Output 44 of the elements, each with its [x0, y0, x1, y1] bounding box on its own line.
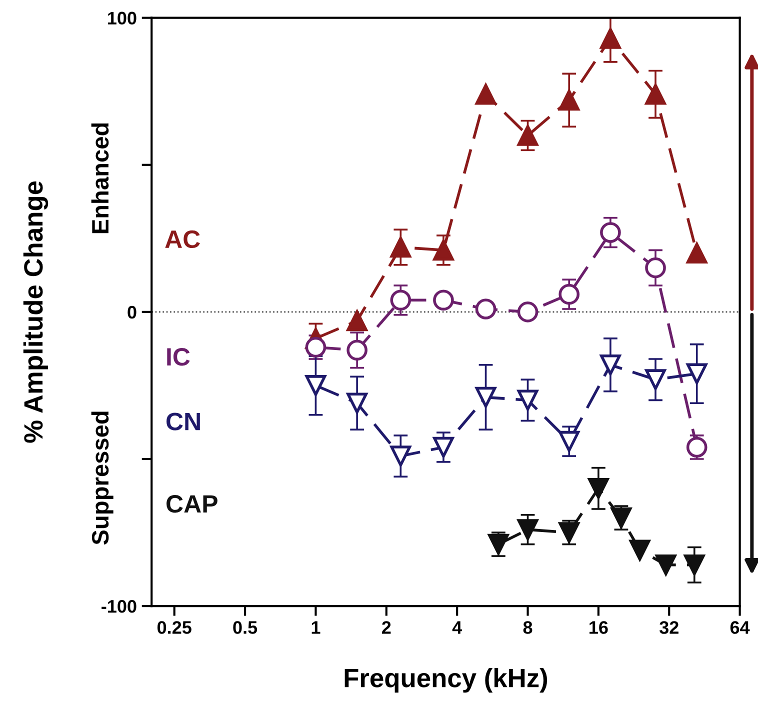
x-tick-label: 2: [382, 621, 391, 634]
text: CAP: [166, 495, 218, 513]
point: [390, 446, 412, 466]
point: [645, 257, 666, 278]
text: IC: [167, 348, 190, 366]
point: [346, 310, 368, 332]
x-tick-label: 32: [660, 621, 678, 634]
point: [475, 84, 496, 105]
point: [686, 363, 708, 384]
point: [390, 290, 412, 311]
x-tick-label: 0.5: [233, 621, 258, 634]
x-tick-label: 1: [312, 621, 320, 634]
point: [390, 236, 412, 258]
point: [517, 125, 538, 146]
text: CN: [166, 412, 200, 430]
point: [517, 390, 538, 411]
point: [433, 290, 454, 311]
text: Enhanced: [91, 123, 109, 234]
point: [475, 386, 496, 408]
point: [686, 242, 708, 264]
point: [645, 369, 666, 390]
point: [558, 90, 580, 111]
y-tick-label: 0: [128, 306, 136, 319]
point: [558, 284, 580, 305]
x-tick-label: 0.25: [158, 621, 192, 634]
x-tick-label: 8: [523, 621, 532, 634]
point: [433, 436, 454, 458]
point: [645, 84, 666, 105]
y-tick-label: -100: [102, 600, 136, 613]
y-axis-title: % Amplitude Change: [23, 181, 48, 443]
x-tick-label: 4: [452, 621, 462, 634]
x-tick-label: 64: [730, 621, 750, 634]
point: [558, 430, 580, 452]
point: [433, 240, 454, 261]
x-axis-title: Frequency (kHz): [344, 668, 548, 693]
point: [475, 298, 496, 320]
text: Suppressed: [91, 412, 114, 545]
point: [346, 392, 368, 414]
point: [346, 340, 368, 361]
x-tick-label: 16: [590, 621, 608, 634]
point: [305, 375, 326, 396]
text: AC: [165, 230, 200, 248]
y-tick-label: 100: [108, 12, 136, 25]
point: [517, 302, 538, 322]
